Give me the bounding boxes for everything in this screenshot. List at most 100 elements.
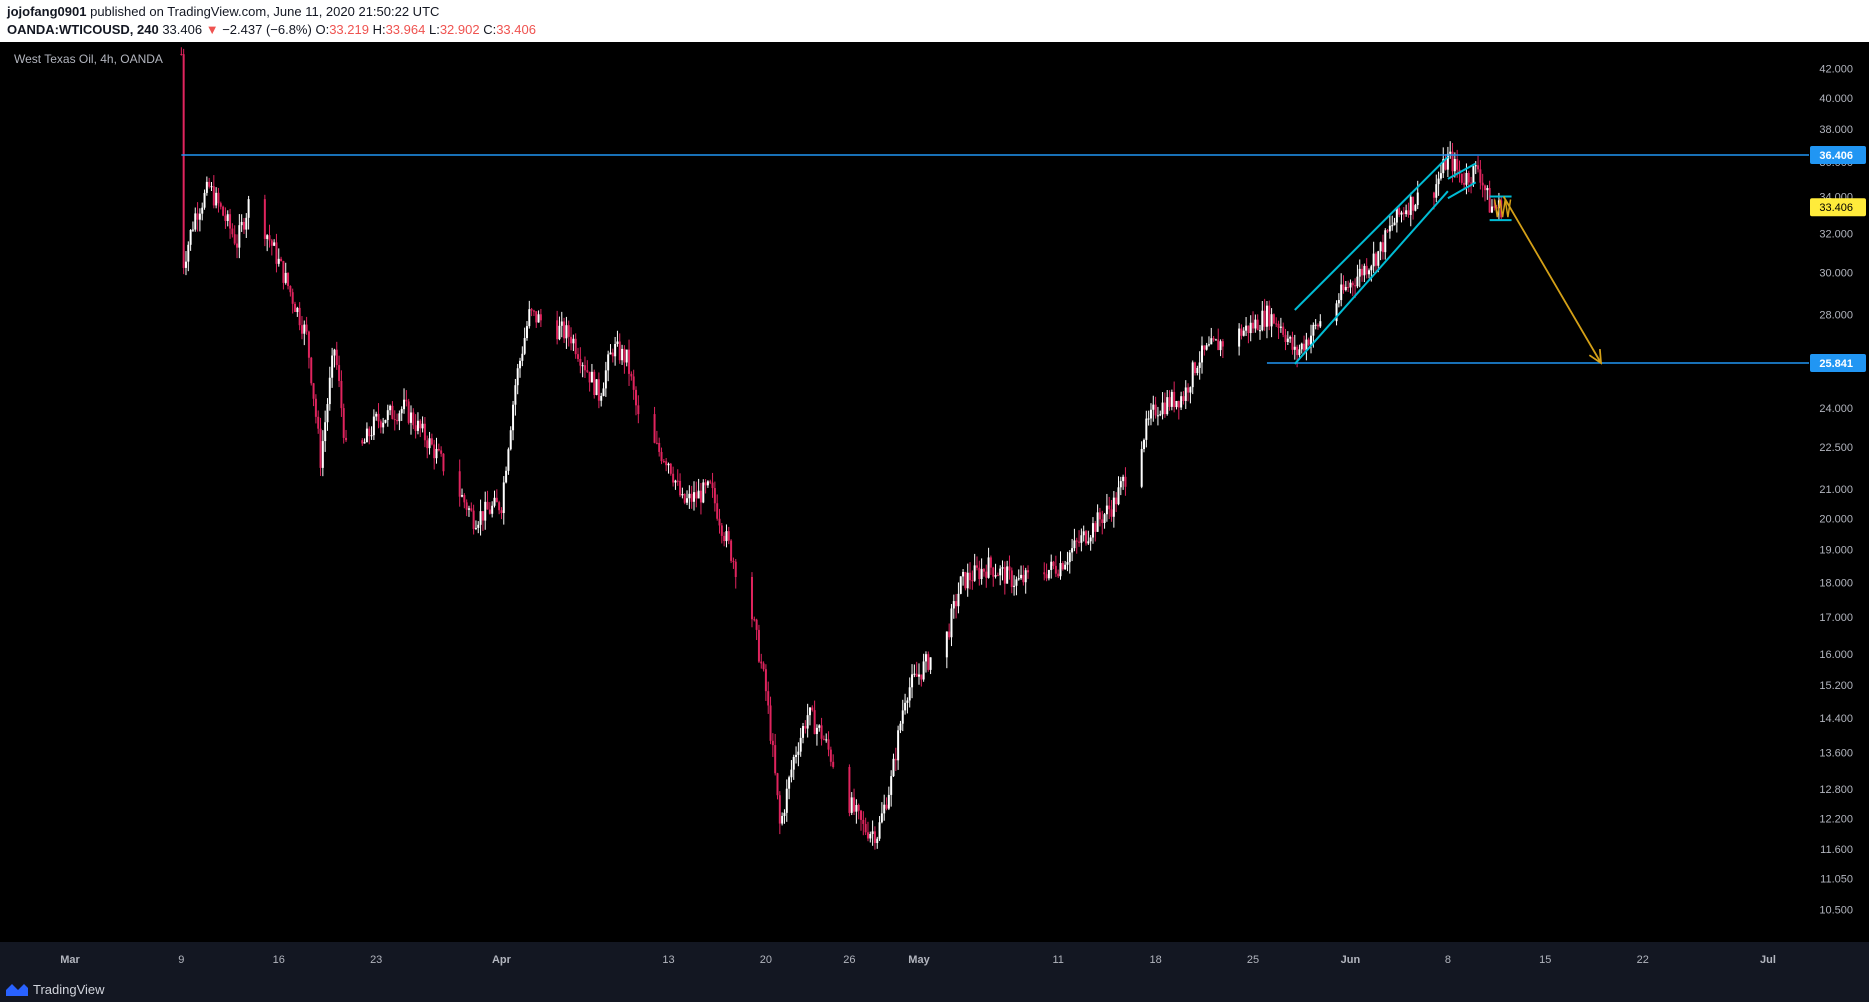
candle-body	[372, 416, 375, 436]
candle-body	[1217, 339, 1220, 351]
candle-body	[523, 338, 526, 354]
candle-body	[500, 510, 503, 514]
y-tick-label: 10.500	[1819, 904, 1853, 916]
x-tick-label: 18	[1149, 954, 1161, 966]
candle-body	[632, 376, 635, 390]
candle-body	[407, 401, 410, 423]
candle-body	[989, 557, 992, 568]
candle-body	[604, 370, 607, 389]
candle-body	[1024, 570, 1027, 583]
candle-body	[1300, 343, 1303, 350]
candle-body	[1312, 324, 1315, 336]
chart-header: jojofang0901 published on TradingView.co…	[0, 0, 1869, 42]
candle-body	[1159, 414, 1162, 416]
candle-body	[1112, 497, 1115, 517]
candle-body	[419, 420, 422, 429]
candle-body	[975, 565, 978, 568]
candle-body	[1061, 563, 1064, 570]
candle-body	[1275, 323, 1278, 325]
price-chart[interactable]: 42.00040.00038.00036.00034.00032.00030.0…	[0, 42, 1869, 977]
channel-lower-line[interactable]	[1294, 190, 1449, 365]
candle-body	[767, 691, 770, 706]
candle-body	[929, 657, 932, 670]
candle-body	[1261, 310, 1264, 331]
candle-body	[1101, 519, 1104, 523]
candle-body	[730, 540, 733, 561]
candle-body	[405, 399, 408, 402]
candle-body	[1207, 344, 1210, 346]
candle-body	[1486, 188, 1489, 191]
y-tick-label: 38.000	[1819, 124, 1853, 136]
candle-body	[300, 325, 303, 334]
candle-body	[470, 508, 473, 511]
candle-body	[393, 419, 396, 421]
candle-body	[1449, 151, 1452, 154]
candle-body	[338, 365, 341, 381]
candle-body	[1057, 573, 1060, 577]
candle-body	[832, 761, 835, 767]
publish-info: jojofang0901 published on TradingView.co…	[7, 4, 439, 19]
candle-body	[328, 377, 331, 405]
chart-area[interactable]: 42.00040.00038.00036.00034.00032.00030.0…	[0, 42, 1869, 977]
candle-body	[1252, 322, 1255, 329]
candle-body	[368, 428, 371, 437]
candle-body	[433, 444, 436, 459]
candle-body	[1384, 230, 1387, 253]
candle-body	[924, 654, 927, 662]
channel-upper-line[interactable]	[1294, 156, 1449, 311]
published-text: published on TradingView.com, June 11, 2…	[90, 4, 440, 19]
channel-lower-line[interactable]	[1447, 181, 1477, 200]
candle-body	[611, 352, 614, 357]
candle-body	[1143, 439, 1146, 450]
price-axis[interactable]	[1809, 42, 1869, 977]
x-tick-label: May	[908, 954, 930, 966]
candle-body	[1398, 208, 1401, 215]
candle-body	[1344, 286, 1347, 291]
close-value: 33.406	[496, 22, 536, 37]
candle-body	[980, 569, 983, 580]
candle-body	[184, 261, 187, 268]
candle-body	[1379, 242, 1382, 252]
candle-body	[683, 494, 686, 503]
candle-body	[474, 527, 477, 529]
symbol-label[interactable]: OANDA:WTICOUSD, 240	[7, 22, 159, 37]
candle-body	[625, 349, 628, 363]
channel-upper-line[interactable]	[1447, 162, 1477, 180]
candle-body	[618, 341, 621, 361]
forecast-arrowhead-icon	[1588, 348, 1603, 365]
candle-body	[1156, 415, 1159, 417]
candle-body	[962, 572, 965, 577]
candle-body	[384, 419, 387, 423]
candle-body	[1347, 286, 1350, 288]
candle-body	[811, 707, 814, 711]
candle-body	[289, 286, 292, 293]
candle-body	[435, 448, 438, 459]
time-axis[interactable]	[0, 942, 1869, 977]
forecast-arrow-line[interactable]	[1502, 196, 1602, 364]
candle-body	[686, 498, 689, 503]
candle-body	[1314, 324, 1317, 326]
candle-body	[363, 442, 366, 444]
pattern-zigzag-line[interactable]	[1493, 199, 1512, 218]
candle-body	[1045, 574, 1048, 579]
candle-body	[1170, 391, 1173, 407]
footer-brand[interactable]: TradingView	[33, 982, 105, 997]
candle-body	[428, 438, 431, 449]
candle-body	[514, 385, 517, 405]
candle-body	[762, 663, 765, 670]
candle-body	[567, 325, 570, 337]
candle-body	[760, 661, 763, 664]
candle-body	[637, 405, 640, 415]
candle-body	[236, 243, 239, 248]
candle-body	[516, 368, 519, 386]
candle-body	[1117, 487, 1120, 505]
candle-body	[340, 380, 343, 409]
candle-body	[342, 408, 345, 438]
candle-body	[1017, 578, 1020, 580]
candle-body	[857, 805, 860, 811]
tradingview-logo-icon[interactable]	[6, 984, 28, 996]
publisher-name[interactable]: jojofang0901	[7, 4, 87, 19]
candle-body	[709, 481, 712, 483]
candle-body	[1354, 285, 1357, 287]
candle-body	[753, 619, 756, 621]
